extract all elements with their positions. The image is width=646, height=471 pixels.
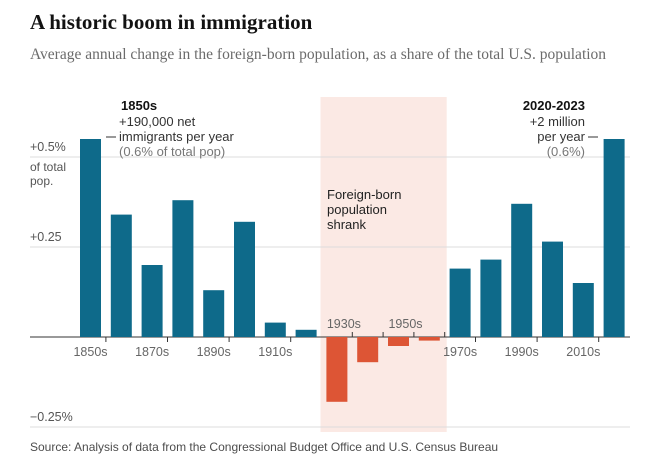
bar-1980s — [480, 259, 502, 337]
bar-1970s — [449, 268, 471, 337]
bar-2000s — [542, 241, 563, 337]
x-tick-label: 1870s — [135, 345, 169, 359]
y-tick-label: +0.25 — [30, 230, 62, 244]
y-tick-sublabel: of total — [30, 160, 66, 174]
bar-1960s — [418, 337, 440, 341]
x-tick-label: 1990s — [505, 345, 539, 359]
chart-subtitle: Average annual change in the foreign-bor… — [30, 46, 607, 63]
bar-1950s — [388, 337, 409, 346]
annotation-right-line: +2 million — [530, 114, 585, 129]
bar-2020-2023 — [603, 139, 625, 337]
x-tick-label: 2010s — [566, 345, 600, 359]
annotation-right-line: (0.6%) — [547, 144, 585, 159]
annotation-middle-line: shrank — [327, 217, 367, 232]
annotation-right-heading: 2020-2023 — [523, 98, 585, 113]
chart-title: A historic boom in immigration — [30, 10, 313, 34]
bar-1930s — [326, 337, 348, 402]
x-tick-label: 1930s — [327, 317, 361, 331]
x-tick-label: 1850s — [73, 345, 107, 359]
x-tick-label: 1950s — [388, 317, 422, 331]
bar-1890s — [203, 290, 225, 337]
annotation-middle-line: population — [327, 202, 387, 217]
x-tick-label: 1970s — [443, 345, 477, 359]
y-tick-label: −0.25% — [30, 410, 73, 424]
annotation-middle-line: Foreign-born — [327, 187, 401, 202]
bar-1880s — [172, 200, 194, 337]
annotation-left-line: +190,000 net — [119, 114, 196, 129]
bar-1900s — [234, 221, 255, 337]
y-tick-label: +0.5% — [30, 140, 66, 154]
annotation-right-line: per year — [537, 129, 585, 144]
bar-1940s — [357, 337, 379, 363]
annotation-left-heading: 1850s — [121, 98, 157, 113]
annotation-left-line: (0.6% of total pop) — [119, 144, 225, 159]
bar-1870s — [141, 265, 163, 337]
bar-1910s — [264, 322, 286, 337]
x-tick-label: 1910s — [258, 345, 292, 359]
bar-1920s — [295, 329, 317, 337]
bar-1850s — [80, 139, 101, 337]
bar-2010s — [572, 283, 594, 337]
bar-1990s — [511, 203, 533, 337]
x-tick-label: 1890s — [197, 345, 231, 359]
source-note: Source: Analysis of data from the Congre… — [30, 440, 499, 454]
annotation-left-line: immigrants per year — [119, 129, 235, 144]
y-tick-sublabel: pop. — [30, 174, 53, 188]
bar-1860s — [110, 214, 132, 337]
